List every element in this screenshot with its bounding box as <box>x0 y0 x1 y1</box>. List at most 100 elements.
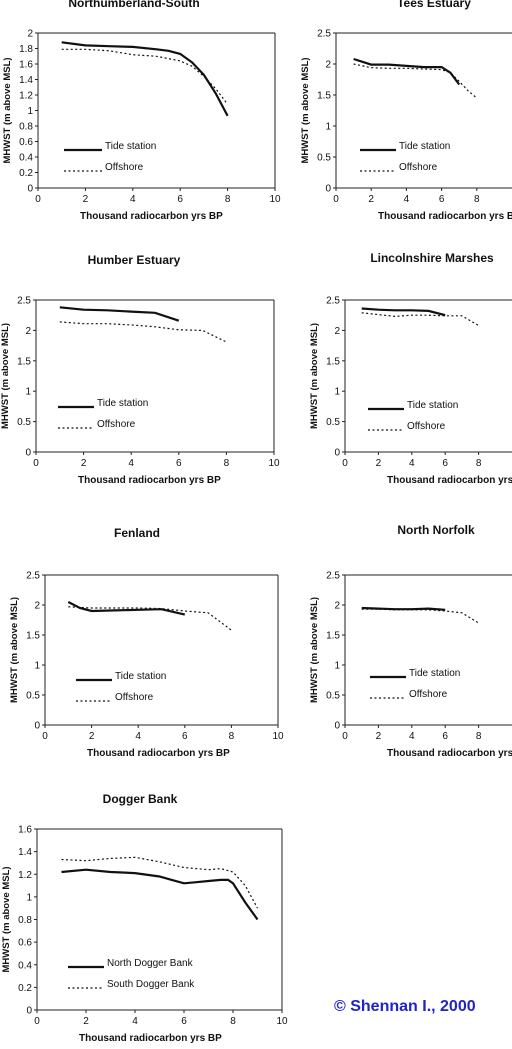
x-tick-label: 2 <box>368 194 374 205</box>
y-tick-label: 0.2 <box>19 168 33 179</box>
x-tick-label: 10 <box>268 458 280 469</box>
y-tick-label: 0 <box>27 184 33 195</box>
x-axis-label: Thousand radiocarbon yrs BP <box>387 475 512 486</box>
legend-label: Tide station <box>399 141 450 152</box>
x-tick-label: 6 <box>439 194 445 205</box>
series-line-dotted <box>361 312 479 327</box>
x-tick-label: 6 <box>442 731 448 742</box>
series-line-dotted <box>353 63 478 99</box>
y-tick-label: 2 <box>334 601 340 612</box>
legend-label: Offshore <box>97 419 136 430</box>
chart-panel-5: Fenland 0 0.5 1 1.5 2 2.5 0 2 4 6 8 10 Thousand radio… <box>9 526 284 759</box>
y-tick-label: 1.5 <box>317 91 331 102</box>
series-line-solid <box>61 41 229 117</box>
chart-title: North Norfolk <box>397 523 475 537</box>
y-tick-label: 2.5 <box>326 571 340 582</box>
x-tick-label: 0 <box>35 194 41 205</box>
y-tick-label: 2.5 <box>26 571 40 582</box>
y-axis-label: MHWST (m above MSL) <box>309 323 320 429</box>
chart-panel-6: North Norfolk 0 0.5 1 1.5 2 2.5 0 2 4 6 8 Thousand r… <box>309 523 512 759</box>
x-tick-label: 10 <box>269 194 281 205</box>
legend-label: Tide station <box>407 400 458 411</box>
chart-title: Fenland <box>114 526 160 540</box>
y-tick-label: 1 <box>34 661 40 672</box>
y-tick-label: 2 <box>34 601 40 612</box>
y-tick-label: 2 <box>27 29 33 40</box>
chart-title: Tees Estuary <box>397 0 471 10</box>
y-tick-label: 1 <box>26 892 32 903</box>
y-axis-label: MHWST (m above MSL) <box>1 866 12 972</box>
x-axis-label: Thousand radiocarbon yrs BP <box>79 1033 222 1044</box>
chart-panel-3: Humber Estuary 0 0.5 1 1.5 2 2.5 0 2 4 6 8 10 Thousan… <box>0 253 280 486</box>
y-tick-label: 2.5 <box>17 296 31 307</box>
chart-panel-1: Northumberland-South 0 0.2 0.4 0.6 0.8 1 1.2 1.4… <box>2 0 281 222</box>
y-tick-label: 2.5 <box>326 296 340 307</box>
y-tick-label: 0.8 <box>18 915 32 926</box>
series-line-solid <box>361 307 446 317</box>
x-tick-label: 6 <box>181 1016 187 1027</box>
x-tick-label: 2 <box>376 458 382 469</box>
legend-label: Tide station <box>115 671 166 682</box>
y-tick-label: 0.5 <box>17 417 31 428</box>
x-tick-label: 10 <box>272 731 284 742</box>
x-tick-label: 6 <box>177 194 183 205</box>
y-tick-label: 1 <box>325 122 331 133</box>
y-tick-label: 1.2 <box>18 870 32 881</box>
x-tick-label: 6 <box>442 458 448 469</box>
y-tick-label: 2 <box>334 326 340 337</box>
y-tick-label: 1.8 <box>19 44 33 55</box>
x-axis-label: Thousand radiocarbon yrs BP <box>87 748 230 759</box>
y-tick-label: 1.6 <box>19 60 33 71</box>
x-axis-label: Thousand radiocarbon yrs BP <box>378 211 512 222</box>
x-tick-label: 8 <box>476 458 482 469</box>
series-line-dotted <box>361 608 479 624</box>
y-tick-label: 1.2 <box>19 91 33 102</box>
y-tick-label: 0.5 <box>326 691 340 702</box>
x-tick-label: 10 <box>276 1016 288 1027</box>
y-axis-label: MHWST (m above MSL) <box>300 57 311 163</box>
chart-panel-2: Tees Estuary 0 0.5 1 1.5 2 2.5 0 2 4 6 8 Thousand ra… <box>300 0 512 222</box>
x-tick-label: 4 <box>128 458 134 469</box>
y-tick-label: 2.5 <box>317 29 331 40</box>
series-line-solid <box>59 306 180 322</box>
y-tick-label: 0 <box>325 184 331 195</box>
x-axis-label: Thousand radiocarbon yrs BP <box>387 748 512 759</box>
x-tick-label: 0 <box>333 194 339 205</box>
y-tick-label: 0.8 <box>19 122 33 133</box>
series-line-dotted <box>61 48 229 105</box>
x-axis-label: Thousand radiocarbon yrs BP <box>80 211 223 222</box>
y-tick-label: 0 <box>334 448 340 459</box>
x-axis-label: Thousand radiocarbon yrs BP <box>78 475 221 486</box>
x-tick-label: 0 <box>33 458 39 469</box>
y-tick-label: 0 <box>26 1006 32 1017</box>
y-tick-label: 1.6 <box>18 825 32 836</box>
legend-label: Tide station <box>97 398 148 409</box>
legend-label: Tide station <box>409 668 460 679</box>
series-line-dotted <box>59 321 227 343</box>
series-line-solid <box>61 868 259 921</box>
y-tick-label: 0.6 <box>18 938 32 949</box>
chart-title: Northumberland-South <box>68 0 199 10</box>
series-line-dotted <box>61 856 259 909</box>
y-tick-label: 1.4 <box>18 847 32 858</box>
chart-title: Dogger Bank <box>103 792 178 806</box>
chart-title: Lincolnshire Marshes <box>370 251 494 265</box>
y-tick-label: 2 <box>325 60 331 71</box>
legend-label: Offshore <box>399 162 438 173</box>
x-tick-label: 4 <box>409 458 415 469</box>
y-axis-label: MHWST (m above MSL) <box>9 597 20 703</box>
series-line-dotted <box>68 606 232 631</box>
x-tick-label: 4 <box>135 731 141 742</box>
series-line-solid <box>67 601 186 616</box>
y-tick-label: 0.5 <box>26 691 40 702</box>
x-tick-label: 8 <box>229 731 235 742</box>
y-tick-label: 1.5 <box>326 356 340 367</box>
y-axis-label: MHWST (m above MSL) <box>2 57 13 163</box>
x-tick-label: 2 <box>81 458 87 469</box>
x-tick-label: 6 <box>176 458 182 469</box>
y-tick-label: 0.6 <box>19 137 33 148</box>
x-tick-label: 8 <box>476 731 482 742</box>
y-tick-label: 2 <box>25 326 31 337</box>
y-tick-label: 0.5 <box>326 417 340 428</box>
